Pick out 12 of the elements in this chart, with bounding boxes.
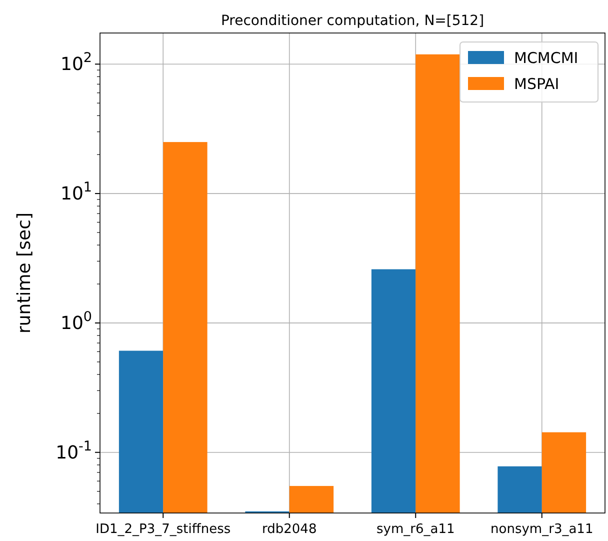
x-tick-label: nonsym_r3_a11 [490, 522, 594, 537]
y-tick-label: 10$^{1}$ [60, 180, 92, 205]
chart-title: Preconditioner computation, N=[512] [220, 13, 484, 29]
x-tick-label: rdb2048 [262, 522, 317, 537]
y-tick-label: 10$^{-1}$ [56, 438, 92, 464]
y-tick-label: 10$^{2}$ [60, 50, 92, 76]
legend-label: MCMCMI [514, 49, 578, 67]
x-tick-label: ID1_2_P3_7_stiffness [96, 522, 231, 537]
x-tick-label: sym_r6_a11 [376, 522, 455, 537]
y-axis-title: runtime [sec] [14, 212, 35, 334]
y-tick-label: 10$^{0}$ [60, 308, 92, 334]
legend-label: MSPAI [514, 75, 560, 93]
